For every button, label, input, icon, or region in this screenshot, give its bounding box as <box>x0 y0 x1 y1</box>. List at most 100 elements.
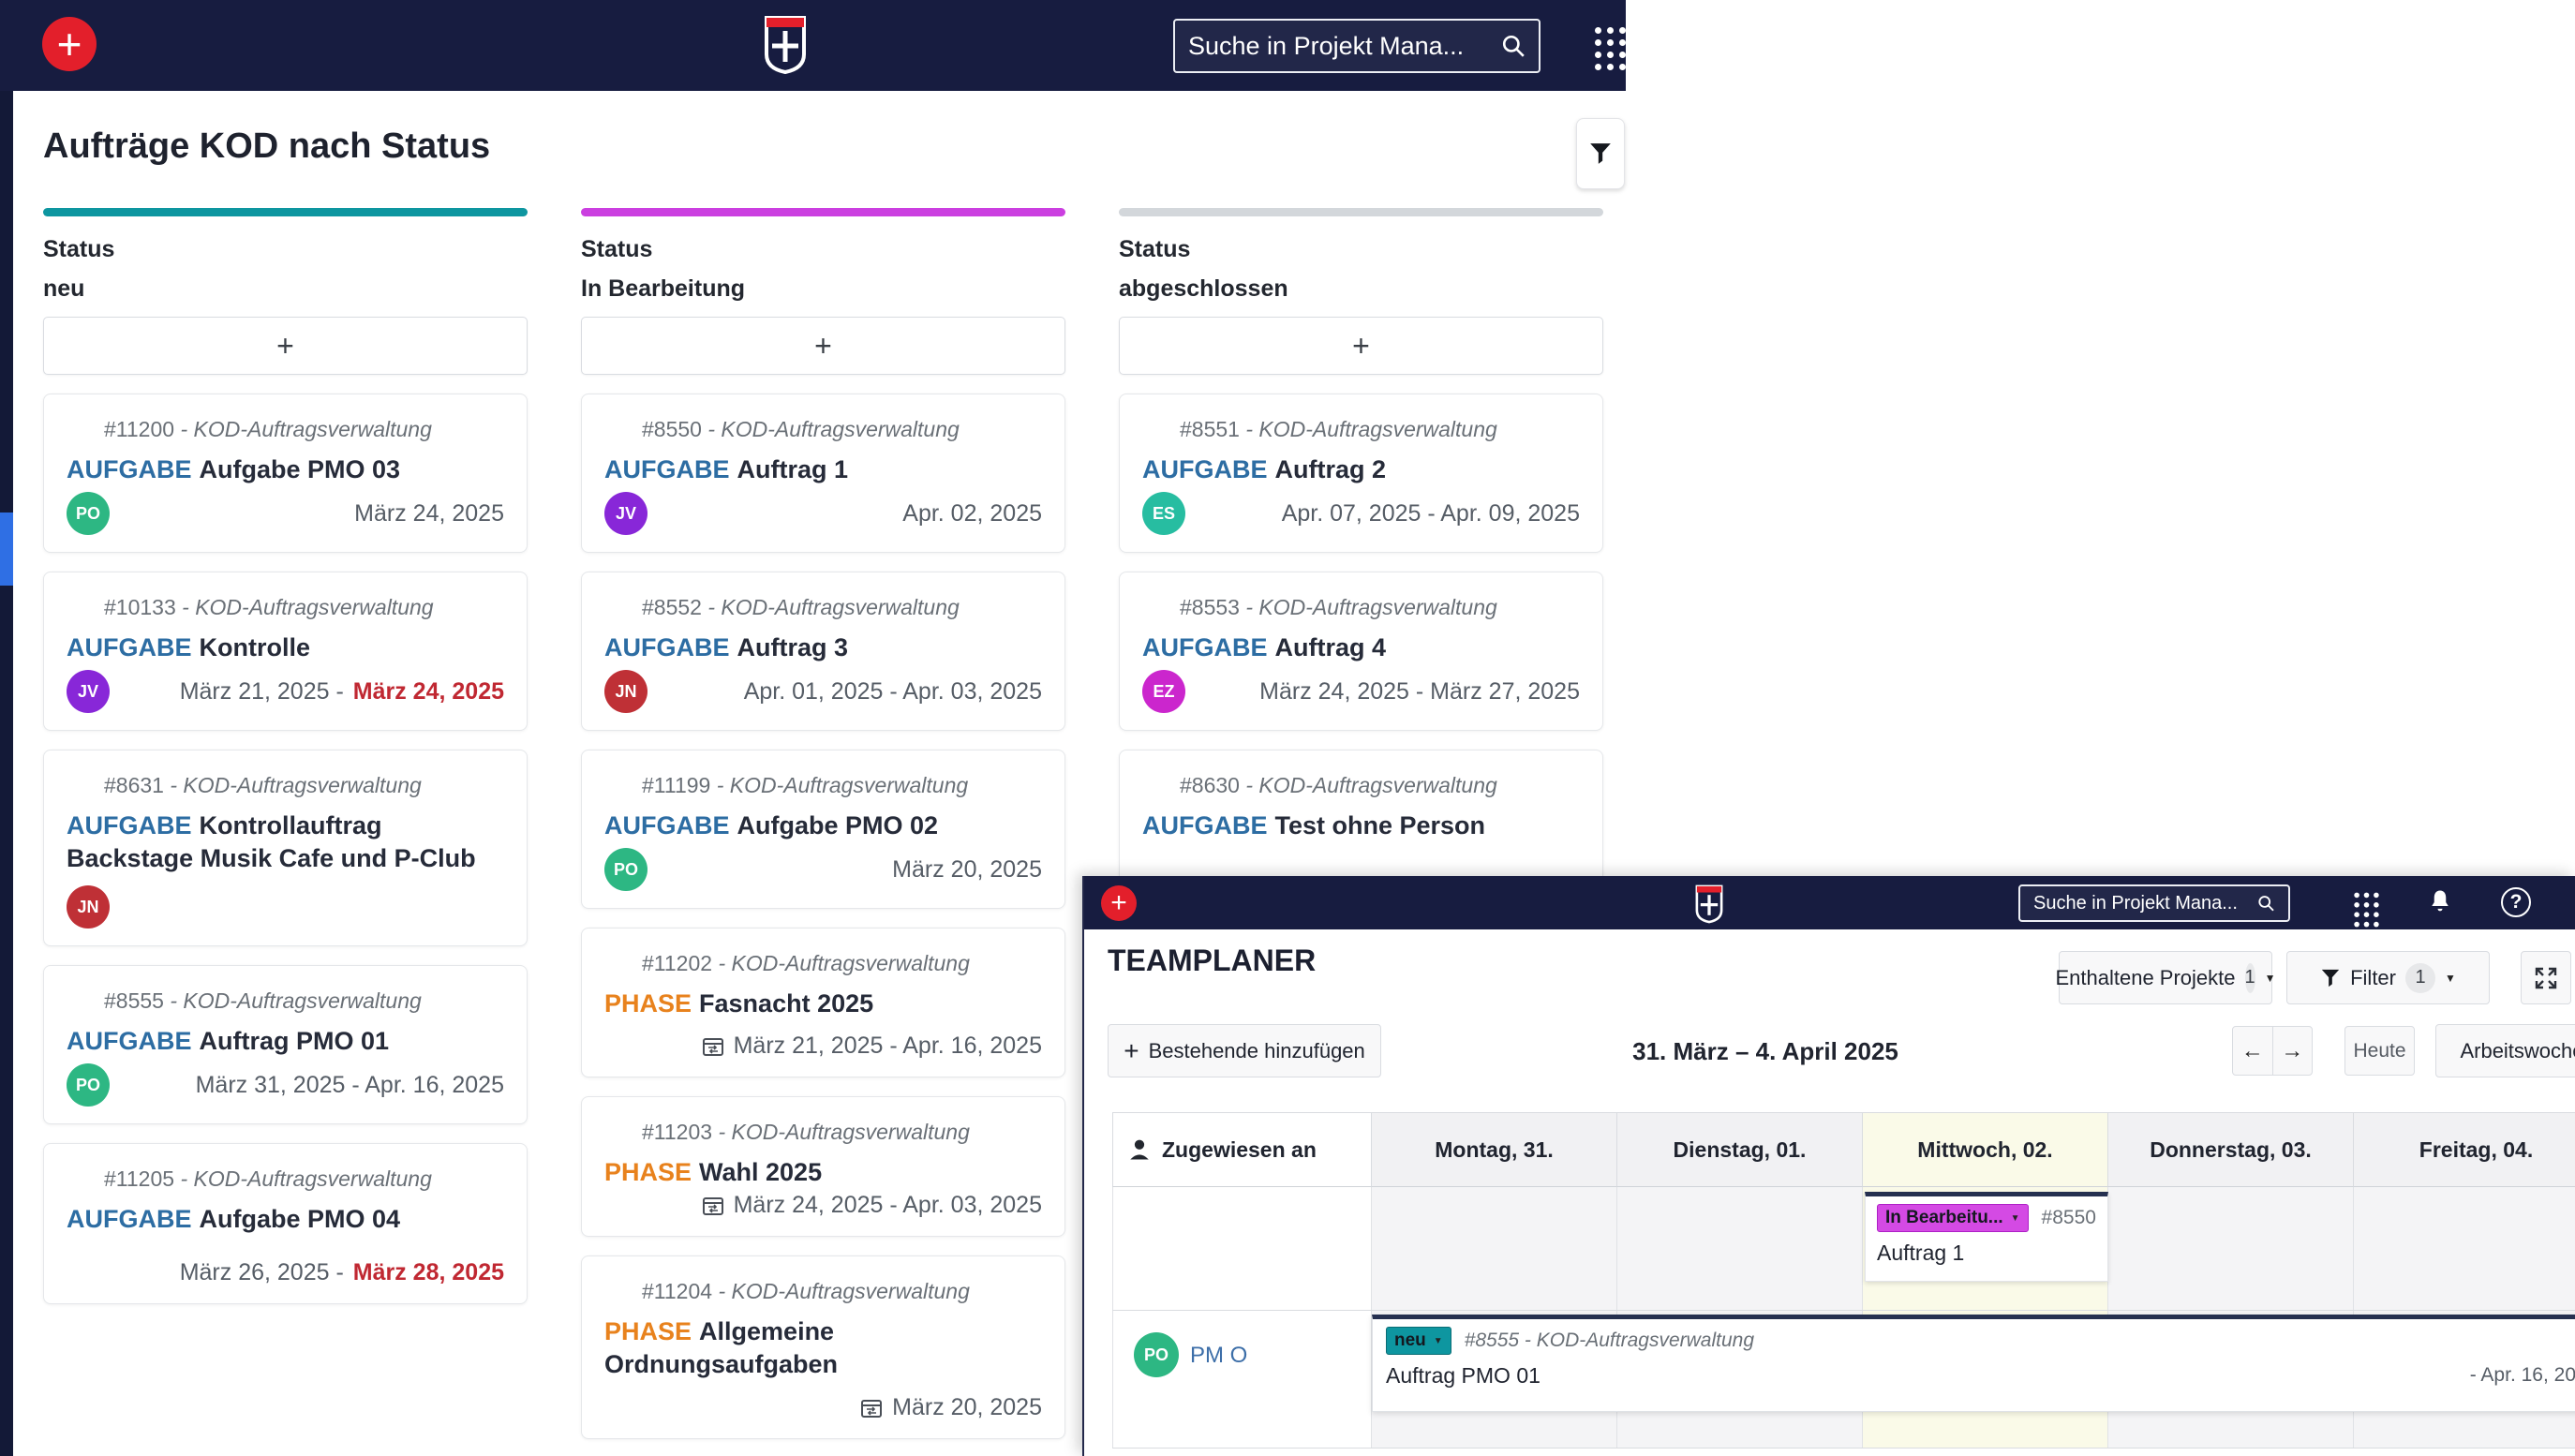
kanban-card[interactable]: #8631 - KOD-Auftragsverwaltung AUFGABE Ko… <box>43 750 528 946</box>
teamplaner-title: TEAMPLANER <box>1108 943 1317 977</box>
kanban-card[interactable]: #8550 - KOD-Auftragsverwaltung AUFGABE Au… <box>581 394 1065 553</box>
avatar: PO <box>604 848 647 891</box>
search-box[interactable] <box>1173 19 1541 73</box>
card-id-line: #8553 - KOD-Auftragsverwaltung <box>1180 595 1497 619</box>
day-header-cell: Dienstag, 01. <box>1617 1112 1863 1187</box>
fullscreen-button[interactable] <box>2521 951 2571 1004</box>
avatar: JV <box>67 670 110 713</box>
help-icon[interactable]: ? <box>2501 887 2531 917</box>
card-id-line: #8630 - KOD-Auftragsverwaltung <box>1180 773 1497 797</box>
column-color-bar <box>581 208 1065 216</box>
kanban-card[interactable]: #8552 - KOD-Auftragsverwaltung AUFGABE Au… <box>581 572 1065 731</box>
avatar: JN <box>67 885 110 929</box>
chevron-down-icon: ▼ <box>1433 1335 1443 1346</box>
card-title: AUFGABE Auftrag 1 <box>604 455 849 483</box>
row-divider <box>1112 1448 2575 1449</box>
card-dates: Apr. 02, 2025 <box>902 499 1042 527</box>
week-range-label: 31. März – 4. April 2025 <box>1632 1037 1898 1065</box>
planner-event-card[interactable]: In Bearbeitu... ▼ #8550 Auftrag 1 <box>1865 1192 2108 1282</box>
kanban-card[interactable]: #11205 - KOD-Auftragsverwaltung AUFGABE A… <box>43 1143 528 1304</box>
prev-week-button[interactable]: ← <box>2233 1027 2273 1075</box>
notifications-bell-icon[interactable] <box>2426 888 2454 916</box>
next-week-button[interactable]: → <box>2281 1037 2304 1063</box>
card-dates: März 24, 2025 - Apr. 03, 2025 <box>702 1192 1042 1219</box>
card-dates: Apr. 07, 2025 - Apr. 09, 2025 <box>1281 499 1580 527</box>
kanban-card[interactable]: #11202 - KOD-Auftragsverwaltung PHASE Fas… <box>581 928 1065 1077</box>
column-header-label: Status <box>43 236 115 262</box>
column-color-bar <box>1119 208 1603 216</box>
chevron-down-icon: ▼ <box>2010 1212 2020 1224</box>
search-box[interactable] <box>2018 884 2290 922</box>
search-input[interactable] <box>2033 892 2258 914</box>
filter-count-badge: 1 <box>2405 962 2435 993</box>
kanban-card[interactable]: #11199 - KOD-Auftragsverwaltung AUFGABE A… <box>581 750 1065 909</box>
card-id-line: #8552 - KOD-Auftragsverwaltung <box>642 595 960 619</box>
kanban-topbar: + <box>0 0 1626 91</box>
create-button[interactable]: + <box>1101 885 1137 921</box>
avatar: PO <box>1134 1332 1179 1377</box>
card-dates: März 24, 2025 - März 27, 2025 <box>1259 677 1580 705</box>
column-header-label: Status <box>581 236 653 262</box>
column-header-label: Status <box>1119 236 1191 262</box>
kanban-card[interactable]: #8553 - KOD-Auftragsverwaltung AUFGABE Au… <box>1119 572 1603 731</box>
chevron-down-icon: ▼ <box>2445 971 2456 985</box>
card-id-line: #11204 - KOD-Auftragsverwaltung <box>642 1279 970 1303</box>
view-mode-button[interactable]: Arbeitswoche <box>2435 1024 2575 1077</box>
board-filter-button[interactable] <box>1576 118 1625 189</box>
scroll-indicator[interactable] <box>0 513 13 586</box>
kanban-card[interactable]: #11203 - KOD-Auftragsverwaltung PHASE Wah… <box>581 1096 1065 1237</box>
apps-grid-icon[interactable] <box>2354 892 2379 928</box>
card-dates: März 26, 2025 - März 28, 2025 <box>179 1259 504 1285</box>
create-button[interactable]: + <box>42 17 97 71</box>
kanban-card[interactable]: #10133 - KOD-Auftragsverwaltung AUFGABE K… <box>43 572 528 731</box>
card-id-line: #11202 - KOD-Auftragsverwaltung <box>642 951 970 975</box>
card-id-line: #8631 - KOD-Auftragsverwaltung <box>104 773 422 797</box>
card-title: AUFGABE Auftrag 2 <box>1142 455 1387 483</box>
kanban-card[interactable]: #11204 - KOD-Auftragsverwaltung PHASE All… <box>581 1255 1065 1439</box>
card-id-line: #11205 - KOD-Auftragsverwaltung <box>104 1166 432 1191</box>
plus-icon: + <box>1124 1035 1139 1065</box>
week-nav: ← → <box>2232 1026 2313 1076</box>
kanban-card[interactable]: #8555 - KOD-Auftragsverwaltung AUFGABE Au… <box>43 965 528 1124</box>
status-badge-dropdown[interactable]: neu ▼ <box>1386 1327 1451 1355</box>
card-dates: März 21, 2025 - März 24, 2025 <box>179 677 504 705</box>
card-title: AUFGABE Test ohne Person <box>1142 811 1486 839</box>
projects-count-badge: 1 <box>2244 962 2255 993</box>
planner-event-bar[interactable]: neu ▼ #8555 - KOD-Auftragsverwaltung Auft… <box>1372 1315 2575 1412</box>
card-title: AUFGABE Auftrag 3 <box>604 633 849 661</box>
today-button[interactable]: Heute <box>2344 1026 2415 1076</box>
card-id-line: #10133 - KOD-Auftragsverwaltung <box>104 595 434 619</box>
column-header-value: neu <box>43 275 85 302</box>
app-logo-icon <box>765 16 806 75</box>
kanban-card[interactable]: #11200 - KOD-Auftragsverwaltung AUFGABE A… <box>43 394 528 553</box>
add-card-button[interactable]: + <box>1119 317 1603 375</box>
person-icon <box>1130 1139 1149 1160</box>
kanban-card[interactable]: #8551 - KOD-Auftragsverwaltung AUFGABE Au… <box>1119 394 1603 553</box>
filter-button[interactable]: Filter 1 ▼ <box>2286 951 2490 1004</box>
event-title: Auftrag 1 <box>1877 1241 1965 1265</box>
column-header-value: In Bearbeitung <box>581 275 746 302</box>
included-projects-button[interactable]: Enthaltene Projekte 1 ▼ <box>2055 951 2276 1004</box>
card-title: PHASE Wahl 2025 <box>604 1158 823 1186</box>
overdue-date: März 24, 2025 <box>352 677 504 705</box>
date-range-icon <box>702 1196 723 1215</box>
search-input[interactable] <box>1188 31 1502 61</box>
day-header-cell: Montag, 31. <box>1372 1112 1617 1187</box>
card-title: AUFGABE Aufgabe PMO 02 <box>604 811 939 839</box>
apps-grid-icon[interactable] <box>1595 27 1626 70</box>
card-title: AUFGABE Aufgabe PMO 04 <box>67 1205 401 1233</box>
card-dates: März 21, 2025 - Apr. 16, 2025 <box>702 1033 1042 1060</box>
avatar: PO <box>67 492 110 535</box>
card-id-line: #11200 - KOD-Auftragsverwaltung <box>104 417 432 441</box>
avatar: JV <box>604 492 647 535</box>
assignee-column <box>1112 1187 1372 1448</box>
add-card-button[interactable]: + <box>43 317 528 375</box>
add-card-button[interactable]: + <box>581 317 1065 375</box>
add-existing-button[interactable]: + Bestehende hinzufügen <box>1108 1024 1381 1077</box>
included-projects-label: Enthaltene Projekte <box>2055 965 2236 989</box>
page-title: Aufträge KOD nach Status <box>43 126 491 166</box>
day-header-cell: Freitag, 04. <box>2354 1112 2575 1187</box>
status-badge-dropdown[interactable]: In Bearbeitu... ▼ <box>1877 1204 2029 1232</box>
overdue-date: März 28, 2025 <box>352 1259 504 1285</box>
